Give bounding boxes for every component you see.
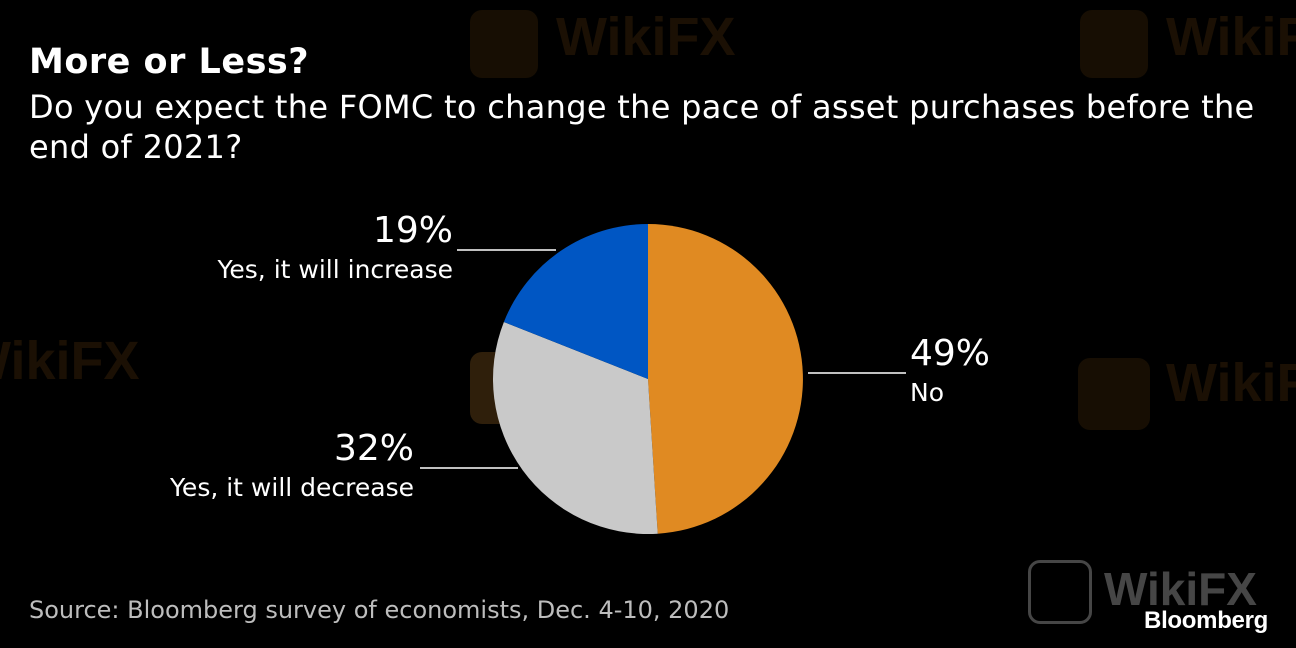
- pie-slice-1: [492, 321, 658, 534]
- chart-title: More or Less?: [29, 42, 310, 82]
- slice-category-label: No: [910, 378, 944, 407]
- chart-subtitle: Do you expect the FOMC to change the pac…: [29, 88, 1255, 166]
- slice-value-label: 32%: [333, 428, 414, 469]
- slice-category-label: Yes, it will increase: [217, 255, 453, 284]
- slice-category-label: Yes, it will decrease: [169, 473, 414, 502]
- slice-value-label: 49%: [910, 333, 991, 374]
- bloomberg-logo: Bloomberg: [1144, 607, 1268, 634]
- pie-slice-0: [648, 224, 803, 534]
- slice-value-label: 19%: [372, 210, 453, 251]
- pie-slice-2: [503, 223, 648, 379]
- source-note: Source: Bloomberg survey of economists, …: [29, 596, 730, 624]
